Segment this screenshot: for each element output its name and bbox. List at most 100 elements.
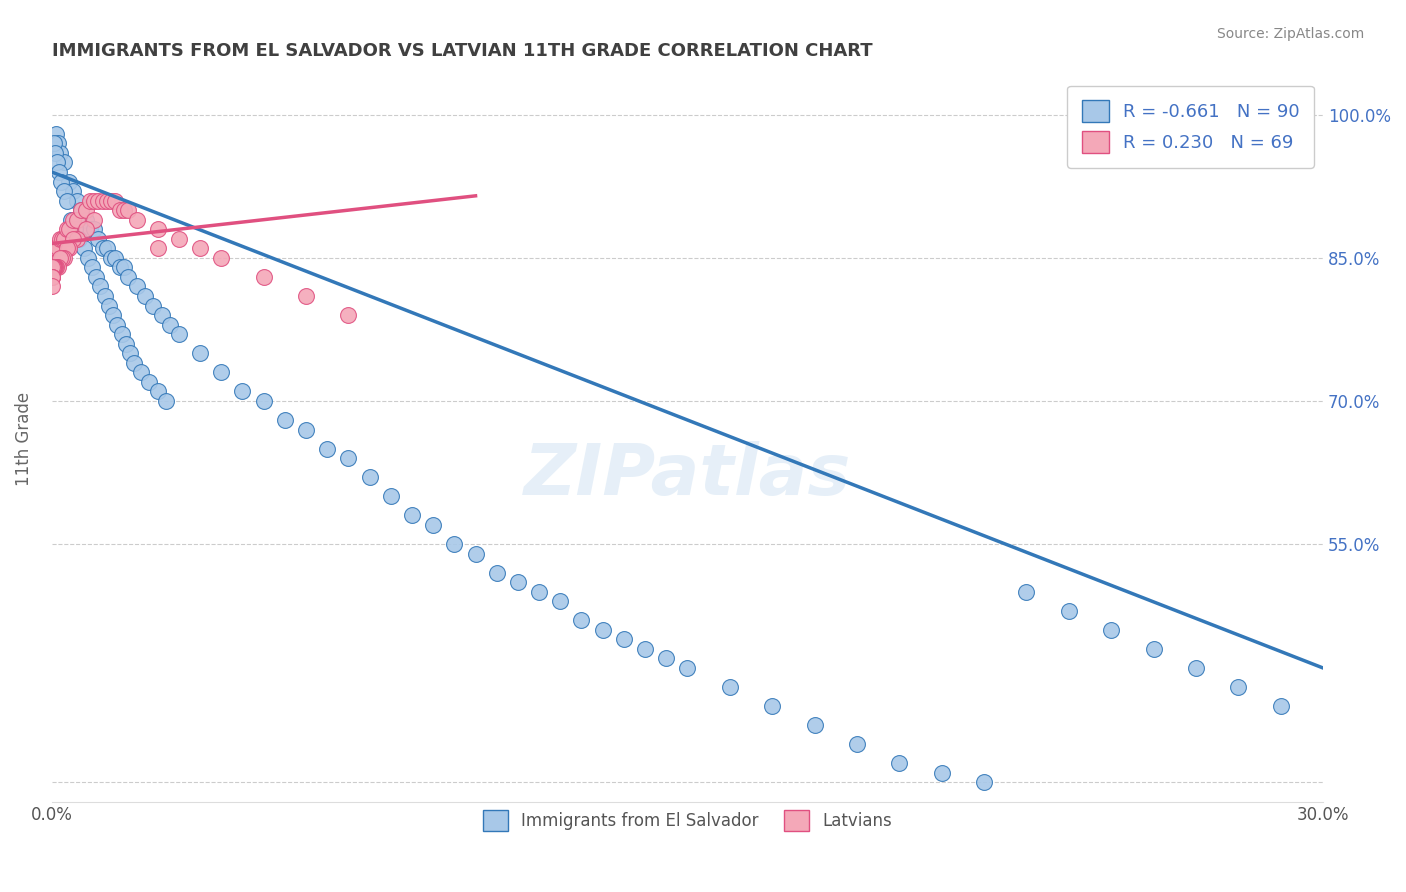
Point: [103, 308, 125, 322]
Point: [51, 232, 73, 246]
Point: [41, 269, 63, 284]
Point: [443, 537, 465, 551]
Point: [889, 756, 911, 771]
Point: [62, 184, 84, 198]
Point: [46, 260, 69, 275]
Point: [75, 212, 97, 227]
Point: [41, 251, 63, 265]
Point: [803, 718, 825, 732]
Point: [55, 241, 77, 255]
Point: [41, 251, 63, 265]
Point: [62, 232, 84, 246]
Point: [111, 327, 134, 342]
Point: [75, 222, 97, 236]
Point: [45, 260, 67, 275]
Point: [112, 203, 135, 218]
Point: [93, 289, 115, 303]
Point: [49, 175, 72, 189]
Point: [120, 346, 142, 360]
Point: [115, 336, 138, 351]
Point: [87, 232, 110, 246]
Point: [42, 260, 65, 275]
Point: [42, 136, 65, 151]
Point: [42, 260, 65, 275]
Point: [485, 566, 508, 580]
Point: [138, 375, 160, 389]
Legend: Immigrants from El Salvador, Latvians: Immigrants from El Salvador, Latvians: [470, 797, 905, 844]
Point: [188, 346, 211, 360]
Y-axis label: 11th Grade: 11th Grade: [15, 392, 32, 486]
Point: [676, 661, 699, 675]
Point: [44, 260, 66, 275]
Point: [159, 318, 181, 332]
Point: [53, 232, 76, 246]
Point: [75, 203, 97, 218]
Point: [41, 279, 63, 293]
Point: [550, 594, 572, 608]
Point: [146, 241, 169, 255]
Point: [44, 260, 66, 275]
Point: [380, 489, 402, 503]
Point: [274, 413, 297, 427]
Point: [42, 241, 65, 255]
Point: [58, 241, 80, 255]
Point: [41, 260, 63, 275]
Point: [44, 145, 66, 160]
Point: [53, 251, 76, 265]
Point: [155, 393, 177, 408]
Point: [973, 775, 995, 789]
Point: [58, 175, 80, 189]
Point: [295, 423, 318, 437]
Point: [464, 547, 486, 561]
Point: [167, 232, 190, 246]
Point: [209, 251, 232, 265]
Point: [167, 327, 190, 342]
Point: [45, 155, 67, 169]
Point: [52, 184, 75, 198]
Point: [41, 251, 63, 265]
Point: [100, 251, 122, 265]
Point: [84, 269, 107, 284]
Point: [51, 251, 73, 265]
Point: [209, 365, 232, 379]
Point: [41, 251, 63, 265]
Point: [107, 318, 129, 332]
Point: [44, 241, 66, 255]
Point: [70, 203, 93, 218]
Point: [46, 241, 69, 255]
Point: [142, 299, 165, 313]
Point: [401, 508, 423, 523]
Point: [49, 251, 72, 265]
Point: [125, 212, 148, 227]
Point: [253, 393, 276, 408]
Point: [253, 269, 276, 284]
Point: [1142, 642, 1164, 657]
Point: [41, 269, 63, 284]
Point: [359, 470, 381, 484]
Point: [72, 241, 94, 255]
Point: [613, 632, 636, 647]
Point: [42, 260, 65, 275]
Point: [80, 260, 103, 275]
Point: [63, 222, 86, 236]
Point: [41, 251, 63, 265]
Point: [41, 260, 63, 275]
Point: [76, 251, 98, 265]
Point: [42, 260, 65, 275]
Point: [571, 613, 593, 627]
Point: [146, 384, 169, 399]
Point: [634, 642, 657, 657]
Point: [231, 384, 253, 399]
Text: Source: ZipAtlas.com: Source: ZipAtlas.com: [1216, 27, 1364, 41]
Point: [41, 269, 63, 284]
Point: [49, 145, 72, 160]
Point: [104, 251, 127, 265]
Point: [1057, 604, 1080, 618]
Point: [67, 232, 90, 246]
Point: [89, 279, 111, 293]
Point: [592, 623, 614, 637]
Point: [1015, 584, 1038, 599]
Point: [62, 212, 84, 227]
Point: [91, 194, 114, 208]
Text: IMMIGRANTS FROM EL SALVADOR VS LATVIAN 11TH GRADE CORRELATION CHART: IMMIGRANTS FROM EL SALVADOR VS LATVIAN 1…: [52, 42, 872, 60]
